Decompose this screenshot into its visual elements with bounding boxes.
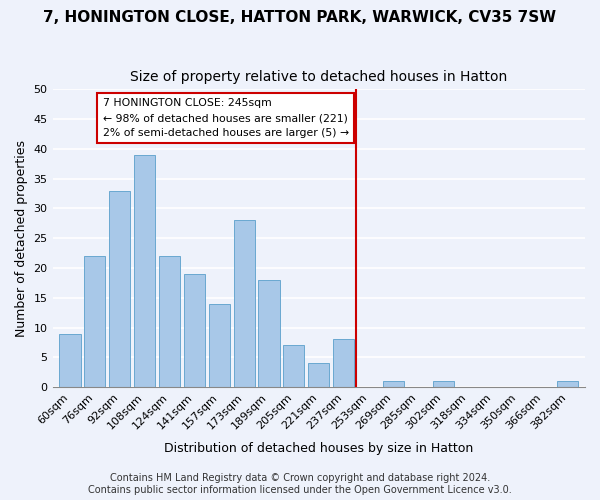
- Bar: [283, 346, 304, 387]
- Bar: [233, 220, 255, 387]
- Bar: [184, 274, 205, 387]
- Bar: [209, 304, 230, 387]
- Text: 7 HONINGTON CLOSE: 245sqm
← 98% of detached houses are smaller (221)
2% of semi-: 7 HONINGTON CLOSE: 245sqm ← 98% of detac…: [103, 98, 349, 138]
- Bar: [383, 381, 404, 387]
- Y-axis label: Number of detached properties: Number of detached properties: [15, 140, 28, 336]
- Bar: [259, 280, 280, 387]
- Bar: [84, 256, 106, 387]
- Bar: [557, 381, 578, 387]
- Text: 7, HONINGTON CLOSE, HATTON PARK, WARWICK, CV35 7SW: 7, HONINGTON CLOSE, HATTON PARK, WARWICK…: [43, 10, 557, 25]
- Bar: [159, 256, 180, 387]
- Title: Size of property relative to detached houses in Hatton: Size of property relative to detached ho…: [130, 70, 508, 84]
- Bar: [134, 155, 155, 387]
- Bar: [59, 334, 80, 387]
- Bar: [433, 381, 454, 387]
- X-axis label: Distribution of detached houses by size in Hatton: Distribution of detached houses by size …: [164, 442, 473, 455]
- Bar: [109, 190, 130, 387]
- Bar: [333, 340, 354, 387]
- Text: Contains HM Land Registry data © Crown copyright and database right 2024.
Contai: Contains HM Land Registry data © Crown c…: [88, 474, 512, 495]
- Bar: [308, 364, 329, 387]
